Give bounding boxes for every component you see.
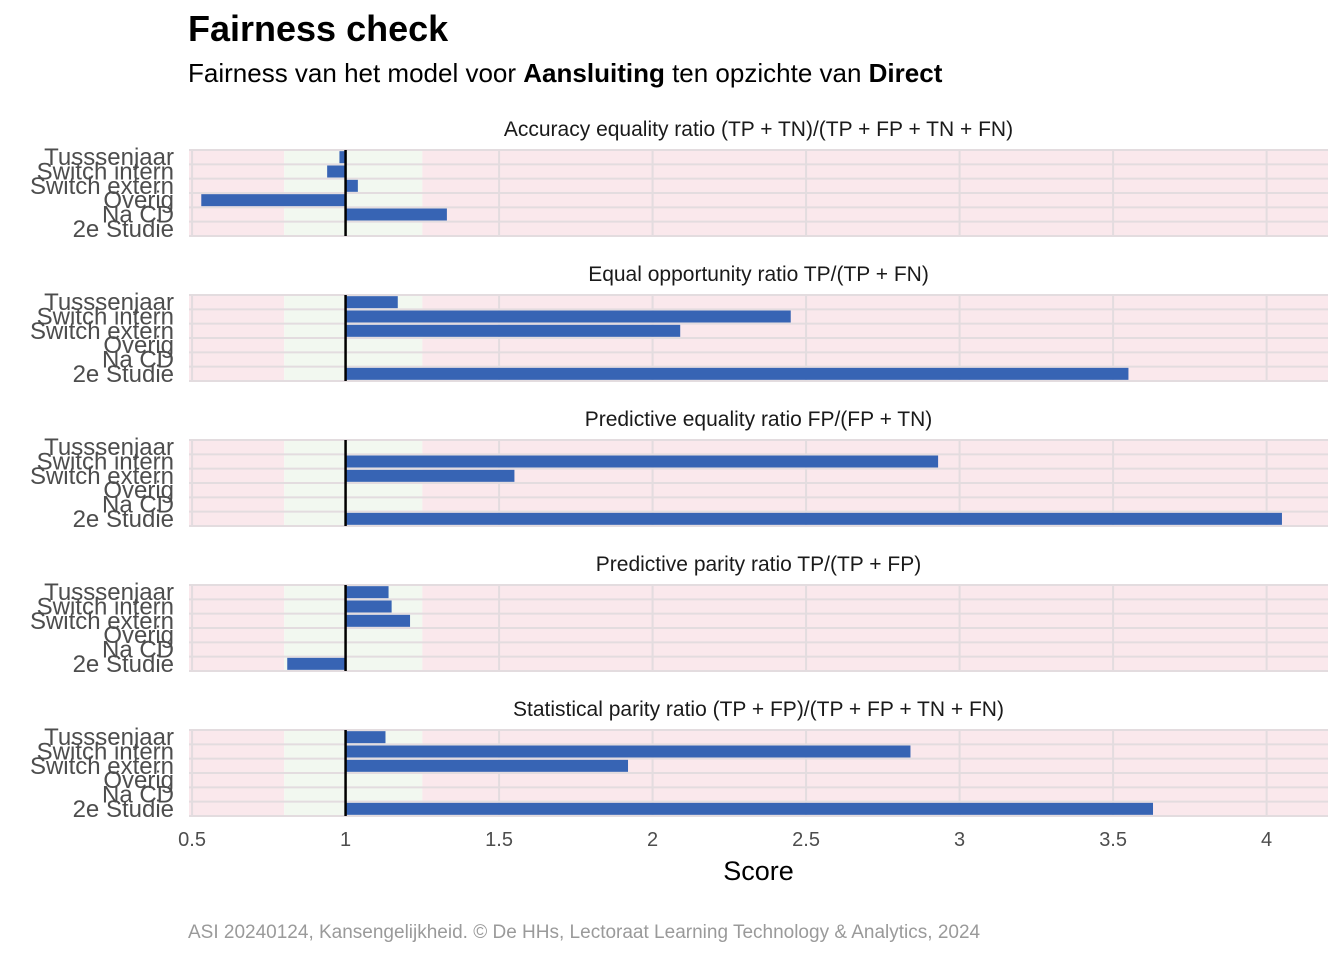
bar-overig [201, 194, 346, 207]
bar-2e-studie [345, 512, 1282, 525]
y-tick-label: 2e Studie [73, 216, 174, 243]
y-tick-label: Switch intern [37, 449, 174, 476]
y-tick-label: Switch intern [37, 594, 174, 621]
y-tick-label: 2e Studie [73, 361, 174, 388]
y-tick-label: 2e Studie [73, 796, 174, 823]
x-tick-label: 4 [1261, 829, 1272, 851]
fairness-chart: Accuracy equality ratio (TP + TN)/(TP + … [30, 118, 1328, 886]
x-tick-label: 0.5 [178, 829, 206, 851]
y-tick-label: Switch intern [37, 304, 174, 331]
bar-switch-extern [345, 324, 681, 337]
y-tick-label: Overig [103, 477, 174, 504]
y-tick-label: 2e Studie [73, 506, 174, 533]
panel-title: Predictive parity ratio TP/(TP + FP) [596, 553, 921, 576]
x-tick-label: 2 [647, 829, 658, 851]
y-tick-label: Na CD [102, 347, 174, 374]
y-tick-label: Na CD [102, 782, 174, 809]
y-tick-label: Overig [103, 332, 174, 359]
x-tick-label: 1 [340, 829, 351, 851]
bar-switch-intern [345, 310, 791, 323]
y-tick-label: Tusssenjaar [44, 579, 174, 606]
y-tick-label: Tusssenjaar [44, 289, 174, 316]
x-axis-title: Score [723, 856, 794, 886]
panel-title: Equal opportunity ratio TP/(TP + FN) [588, 263, 929, 286]
bar-switch-intern [345, 745, 911, 758]
chart-title: Fairness check [188, 8, 449, 49]
subtitle-text-2: ten opzichte van [664, 58, 869, 88]
y-tick-label: Tusssenjaar [44, 724, 174, 751]
chart-caption: ASI 20240124, Kansengelijkheid. © De HHs… [188, 922, 981, 943]
bar-switch-extern [345, 759, 629, 772]
bar-tusssenjaar [345, 731, 386, 744]
subtitle-reference: Direct [868, 58, 943, 88]
x-tick-label: 3.5 [1099, 829, 1127, 851]
panel-title: Accuracy equality ratio (TP + TN)/(TP + … [504, 118, 1013, 141]
bar-tusssenjaar [339, 151, 346, 164]
bar-switch-extern [345, 469, 515, 482]
y-tick-label: Tusssenjaar [44, 144, 174, 171]
y-tick-label: Switch extern [30, 318, 174, 345]
x-tick-label: 3 [954, 829, 965, 851]
subtitle-model: Aansluiting [523, 58, 665, 88]
bar-na-cd [345, 208, 447, 221]
panel-title: Predictive equality ratio FP/(FP + TN) [585, 408, 933, 431]
bar-switch-extern [345, 614, 411, 627]
y-tick-label: Overig [103, 187, 174, 214]
bar-switch-intern [345, 600, 392, 613]
y-tick-label: Switch extern [30, 173, 174, 200]
y-tick-label: Overig [103, 622, 174, 649]
y-tick-label: Tusssenjaar [44, 434, 174, 461]
subtitle-text-1: Fairness van het model voor [188, 58, 524, 88]
y-tick-label: Switch intern [37, 739, 174, 766]
bar-switch-intern [345, 455, 939, 468]
bar-2e-studie [287, 657, 346, 670]
x-tick-label: 2.5 [792, 829, 820, 851]
y-tick-label: Overig [103, 767, 174, 794]
bar-2e-studie [345, 802, 1154, 815]
y-tick-label: Na CD [102, 202, 174, 229]
bar-tusssenjaar [345, 586, 389, 599]
y-tick-label: 2e Studie [73, 651, 174, 678]
y-tick-label: Switch extern [30, 753, 174, 780]
x-tick-label: 1.5 [485, 829, 513, 851]
y-tick-label: Switch extern [30, 463, 174, 490]
panel-title: Statistical parity ratio (TP + FP)/(TP +… [513, 698, 1004, 721]
bar-switch-extern [345, 179, 358, 192]
y-tick-label: Switch intern [37, 159, 174, 186]
y-tick-label: Na CD [102, 492, 174, 519]
y-tick-label: Switch extern [30, 608, 174, 635]
bar-2e-studie [345, 367, 1129, 380]
y-tick-label: Na CD [102, 637, 174, 664]
chart-subtitle: Fairness van het model voor Aansluiting … [188, 58, 942, 89]
bar-tusssenjaar [345, 296, 398, 309]
bar-switch-intern [327, 165, 346, 178]
